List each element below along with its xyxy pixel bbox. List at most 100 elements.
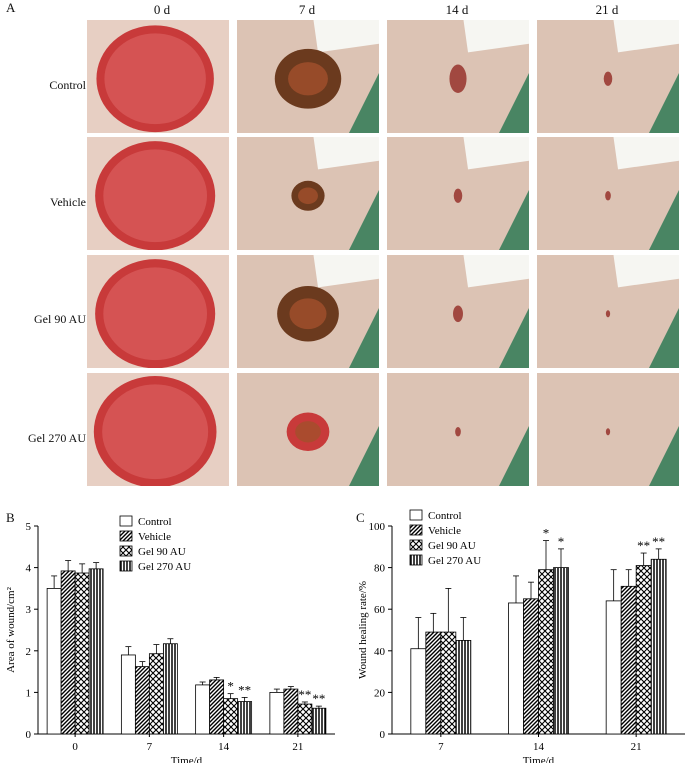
bar (635, 565, 652, 735)
bar (74, 572, 90, 735)
wound-photo (387, 20, 529, 133)
significance-marker: ** (637, 538, 650, 553)
bar (237, 701, 253, 735)
wound-photo (387, 255, 529, 368)
x-tick-label: 14 (533, 741, 545, 753)
legend-label: Gel 270 AU (138, 561, 191, 573)
wound-photo (537, 20, 679, 133)
wound-photo (387, 137, 529, 250)
bar (209, 679, 225, 735)
legend-swatch (409, 554, 423, 566)
legend-swatch (409, 539, 423, 551)
row-label-control: Control (49, 78, 86, 92)
row-label-gel270: Gel 270 AU (28, 431, 86, 445)
wound-photo (87, 255, 229, 368)
y-tick-label: 40 (374, 646, 386, 658)
x-tick-label: 0 (72, 741, 78, 753)
x-tick-label: 7 (147, 741, 153, 753)
wound-photo (237, 373, 379, 486)
bar (605, 600, 622, 735)
legend-label: Gel 90 AU (138, 546, 186, 558)
legend-label: Gel 90 AU (428, 540, 476, 552)
significance-marker: ** (238, 682, 251, 697)
wound-photo (237, 20, 379, 133)
significance-marker: * (227, 679, 234, 694)
legend-swatch (119, 545, 133, 557)
panel-b-letter: B (6, 510, 15, 525)
y-tick-label: 0 (26, 729, 32, 741)
bar (410, 648, 427, 735)
bar (269, 691, 285, 735)
y-tick-label: 60 (374, 604, 386, 616)
wound-photo (537, 255, 679, 368)
legend-label: Vehicle (138, 531, 171, 543)
x-axis-label: Time/d (523, 755, 555, 763)
x-tick-label: 21 (292, 741, 303, 753)
bar (425, 631, 442, 735)
bar (88, 568, 104, 735)
bar (508, 602, 524, 735)
bar (148, 653, 164, 735)
significance-marker: * (558, 534, 565, 549)
significance-marker: ** (298, 687, 311, 702)
wound-photo (87, 373, 229, 486)
significance-marker: ** (312, 691, 325, 706)
bar (523, 598, 539, 735)
wound-photo (237, 137, 379, 250)
col-header-0d: 0 d (153, 2, 171, 17)
bar (553, 567, 569, 735)
bar (46, 588, 62, 735)
x-axis-label: Time/d (171, 755, 203, 763)
col-header-7d: 7 d (298, 2, 316, 17)
row-label-vehicle: Vehicle (50, 195, 86, 209)
bar (297, 703, 313, 735)
bar (162, 643, 178, 735)
bar (620, 585, 637, 735)
bar (223, 698, 239, 735)
wound-photo (537, 373, 679, 486)
y-tick-label: 100 (369, 521, 386, 533)
significance-marker: * (543, 526, 550, 541)
col-header-14d: 14 d (445, 2, 469, 17)
legend-label: Vehicle (428, 525, 461, 537)
bar (195, 684, 211, 735)
x-tick-label: 7 (438, 741, 444, 753)
legend-label: Gel 270 AU (428, 555, 481, 567)
bar (134, 666, 150, 735)
legend-swatch (409, 524, 423, 536)
wound-photo (537, 137, 679, 250)
y-tick-label: 1 (26, 687, 32, 699)
y-tick-label: 4 (26, 563, 32, 575)
bar (455, 639, 472, 735)
bar (440, 631, 457, 735)
wound-photo (87, 137, 229, 250)
y-tick-label: 0 (380, 729, 386, 741)
panel-a-letter: A (6, 0, 16, 15)
legend-label: Control (138, 516, 172, 528)
wound-photo (87, 20, 229, 133)
row-label-gel90: Gel 90 AU (34, 312, 86, 326)
bar (650, 558, 667, 735)
y-tick-label: 2 (26, 646, 32, 658)
significance-marker: ** (652, 534, 665, 549)
panel-c-letter: C (356, 510, 365, 525)
x-tick-label: 14 (218, 741, 230, 753)
legend-swatch (409, 509, 423, 521)
bar (311, 707, 327, 735)
y-axis-label: Wound healing rate/% (357, 581, 369, 679)
col-header-21d: 21 d (595, 2, 619, 17)
bar (60, 570, 76, 735)
y-tick-label: 3 (26, 604, 32, 616)
legend-label: Control (428, 510, 462, 522)
y-tick-label: 20 (374, 687, 386, 699)
y-axis-label: Area of wound/cm² (5, 586, 17, 672)
wound-photo (237, 255, 379, 368)
legend-swatch (119, 560, 133, 572)
y-tick-label: 5 (26, 521, 32, 533)
legend-swatch (119, 515, 133, 527)
bar (538, 569, 554, 735)
x-tick-label: 21 (631, 741, 642, 753)
legend-swatch (119, 530, 133, 542)
